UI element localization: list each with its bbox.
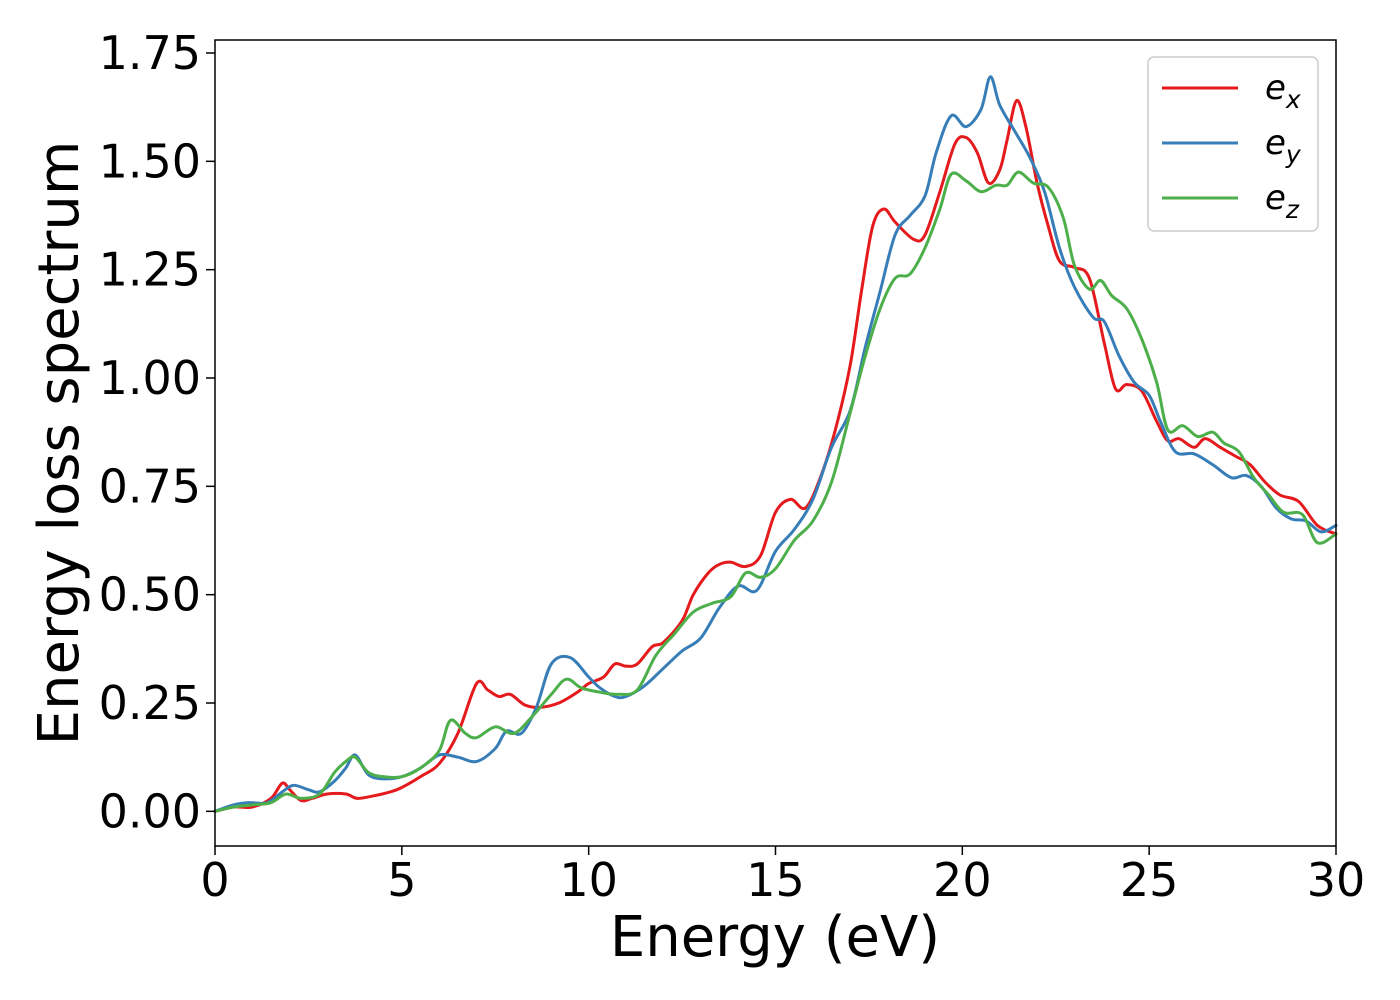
- series-line-ey: [213, 75, 1338, 813]
- x-tick-label: 15: [746, 853, 805, 907]
- y-tick-label: 1.00: [99, 351, 201, 405]
- y-tick-label: 0.75: [99, 459, 201, 513]
- x-axis-label: Energy (eV): [610, 905, 940, 970]
- legend-label-ex: ex: [1265, 68, 1301, 114]
- x-tick-label: 25: [1120, 853, 1179, 907]
- y-axis-label: Energy loss spectrum: [27, 141, 92, 746]
- series-line-ez: [213, 170, 1338, 813]
- series-layer: [213, 75, 1338, 813]
- x-tick-label: 10: [559, 853, 618, 907]
- series-line-ex: [213, 99, 1338, 813]
- x-tick-label: 20: [933, 853, 992, 907]
- legend-label-ez: ez: [1265, 178, 1300, 224]
- y-tick-label: 1.75: [99, 26, 201, 80]
- y-tick-label: 0.50: [99, 568, 201, 622]
- y-tick-label: 1.50: [99, 134, 201, 188]
- legend-label-ey: ey: [1265, 123, 1302, 169]
- x-axis-ticks: 0 5 10 15 20 25 30: [200, 846, 1365, 907]
- y-tick-label: 1.25: [99, 243, 201, 297]
- x-tick-label: 0: [200, 853, 229, 907]
- x-tick-label: 30: [1307, 853, 1366, 907]
- legend: ex ey ez: [1147, 56, 1319, 232]
- x-tick-label: 5: [387, 853, 416, 907]
- y-tick-label: 0.25: [99, 676, 201, 730]
- y-tick-label: 0.00: [99, 784, 201, 838]
- y-axis-ticks: 0.00 0.25 0.50 0.75 1.00 1.25 1.50 1.75: [99, 26, 215, 838]
